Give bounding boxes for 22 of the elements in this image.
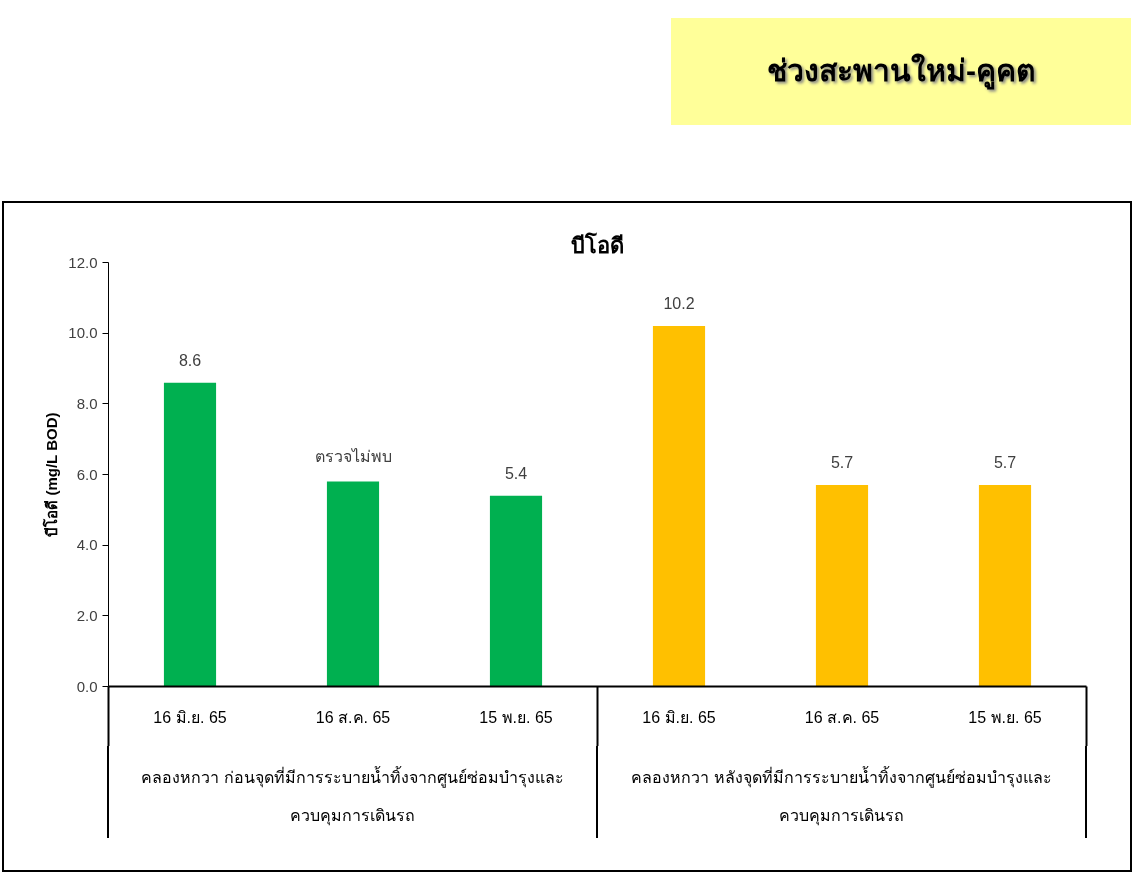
- data-label: 10.2: [663, 295, 695, 313]
- y-tick-label: 0.0: [76, 677, 98, 695]
- x-tick-label: 15 พ.ย. 65: [968, 708, 1042, 726]
- text: ช่วงสะพานใหม่-คูคต: [767, 52, 1035, 92]
- y-tick-label: 10.0: [68, 324, 98, 342]
- y-tick-label: 6.0: [76, 465, 98, 483]
- chart-title: บีโอดี: [571, 231, 624, 258]
- x-tick-label: 16 ส.ค. 65: [804, 708, 880, 726]
- y-tick-label: 8.0: [76, 394, 98, 412]
- data-label: 8.6: [178, 351, 202, 369]
- data-label: 5.7: [993, 454, 1017, 472]
- x-tick-label: 15 พ.ย. 65: [479, 708, 553, 726]
- x-tick-label: 16 มิ.ย. 65: [153, 708, 227, 726]
- data-label: 5.4: [504, 464, 528, 482]
- x-tick-label: 16 มิ.ย. 65: [642, 708, 716, 726]
- y-tick-label: 4.0: [76, 536, 98, 554]
- y-tick-label: 12.0: [68, 253, 98, 271]
- data-label: 5.7: [830, 454, 854, 472]
- y-tick-label: 2.0: [76, 606, 98, 624]
- data-label: ตรวจไม่พบ: [314, 446, 392, 465]
- x-tick-label: 16 ส.ค. 65: [315, 708, 391, 726]
- y-axis-title: บีโอดี (mg/L BOD): [42, 412, 61, 537]
